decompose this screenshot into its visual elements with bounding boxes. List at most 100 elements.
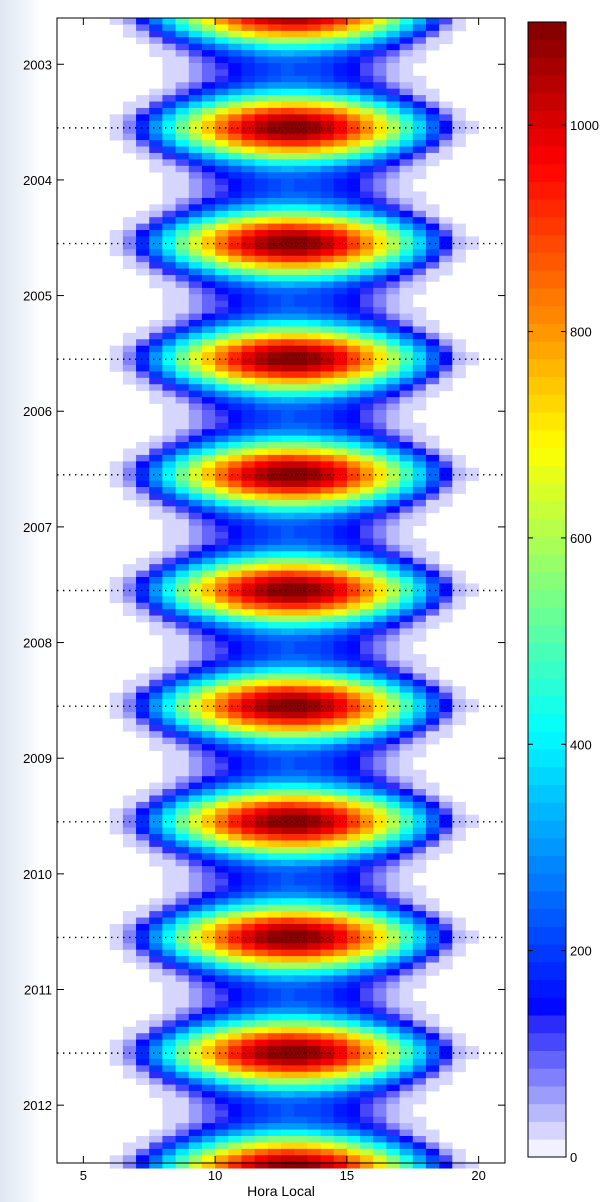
heatmap-cell <box>399 474 414 482</box>
heatmap-cell <box>254 467 269 475</box>
heatmap-cell <box>267 326 282 334</box>
heatmap-cell <box>399 532 414 539</box>
heatmap-cell <box>281 474 295 482</box>
heatmap-cell <box>241 1065 256 1073</box>
heatmap-cell <box>175 133 190 141</box>
heatmap-cell <box>360 1020 374 1028</box>
heatmap-cell <box>162 339 176 347</box>
heatmap-cell <box>136 673 150 681</box>
heatmap-cell <box>386 204 400 212</box>
heatmap-cell <box>412 268 427 276</box>
heatmap-cell <box>386 120 400 128</box>
heatmap-cell <box>175 634 190 642</box>
heatmap-cell <box>307 185 321 192</box>
heatmap-cell <box>294 43 308 51</box>
heatmap-cell <box>399 564 414 571</box>
heatmap-cell <box>201 18 216 25</box>
heatmap-cell <box>228 429 242 437</box>
heatmap-cell <box>425 223 440 231</box>
reference-lines <box>57 127 505 1054</box>
heatmap-cell <box>399 1116 414 1124</box>
heatmap-cell <box>228 499 242 507</box>
heatmap-cell <box>122 956 137 963</box>
heatmap-cell <box>281 300 295 308</box>
heatmap-cell <box>452 936 466 944</box>
heatmap-cell <box>320 795 335 803</box>
heatmap-cell <box>425 352 440 359</box>
heatmap-cell <box>175 319 190 327</box>
heatmap-cell <box>346 242 361 250</box>
heatmap-cell <box>162 191 176 199</box>
heatmap-cell <box>188 1046 203 1053</box>
heatmap-cell <box>373 718 387 726</box>
heatmap-cell <box>373 487 387 494</box>
heatmap-cell <box>307 866 321 873</box>
heatmap-cell <box>162 178 176 186</box>
heatmap-cell <box>267 1078 282 1086</box>
heatmap-cell <box>320 287 335 295</box>
heatmap-cell <box>439 834 453 841</box>
heatmap-cell <box>254 345 269 353</box>
heatmap-cell <box>149 846 163 854</box>
heatmap-cell <box>373 564 387 571</box>
heatmap-cell <box>386 474 400 482</box>
heatmap-cell <box>215 197 229 205</box>
heatmap-cell <box>425 107 440 115</box>
heatmap-cell <box>373 275 387 282</box>
colorbar-band <box>528 802 566 821</box>
heatmap-cell <box>175 403 190 411</box>
heatmap-cell <box>162 146 176 154</box>
heatmap-cell <box>267 204 282 212</box>
heatmap-cell <box>386 853 400 861</box>
heatmap-cell <box>281 968 295 976</box>
heatmap-cell <box>452 808 466 816</box>
heatmap-cell <box>162 718 176 726</box>
heatmap-cell <box>465 583 480 591</box>
heatmap-cell <box>122 917 137 925</box>
heatmap-cell <box>241 390 256 398</box>
heatmap-cell <box>201 358 216 366</box>
heatmap-cell <box>373 397 387 404</box>
heatmap-cell <box>201 808 216 816</box>
heatmap-cell <box>360 737 374 745</box>
heatmap-cell <box>452 127 466 135</box>
heatmap-cell <box>333 480 348 488</box>
heatmap-cell <box>267 319 282 327</box>
heatmap-cell <box>333 300 348 308</box>
heatmap-cell <box>228 1071 242 1079</box>
heatmap-cell <box>215 210 229 218</box>
heatmap-cell <box>333 461 348 469</box>
heatmap-cell <box>294 107 308 115</box>
heatmap-cell <box>346 435 361 443</box>
heatmap-cell <box>373 313 387 321</box>
heatmap-cell <box>188 287 203 295</box>
heatmap-cell <box>162 371 176 379</box>
heatmap-cell <box>346 705 361 713</box>
heatmap-cell <box>399 981 414 989</box>
heatmap-cell <box>281 1129 295 1137</box>
heatmap-cell <box>162 435 176 443</box>
heatmap-cell <box>333 1091 348 1098</box>
heatmap-cell <box>360 152 374 160</box>
heatmap-cell <box>425 1155 440 1163</box>
heatmap-cell <box>228 230 242 237</box>
heatmap-cell <box>412 1129 427 1137</box>
heatmap-cell <box>215 943 229 951</box>
heatmap-cell <box>294 904 308 912</box>
heatmap-cell <box>175 641 190 649</box>
heatmap-cell <box>333 564 348 571</box>
heatmap-cell <box>136 364 150 372</box>
heatmap-cell <box>373 159 387 167</box>
heatmap-cell <box>307 795 321 803</box>
heatmap-cell <box>412 930 427 938</box>
heatmap-cell <box>281 1091 295 1098</box>
heatmap-cell <box>215 621 229 629</box>
heatmap-cell <box>267 1026 282 1034</box>
heatmap-cell <box>136 133 150 141</box>
heatmap-cell <box>399 230 414 237</box>
heatmap-cell <box>215 859 229 867</box>
heatmap-cell <box>412 866 427 873</box>
heatmap-cell <box>215 711 229 719</box>
heatmap-cell <box>254 885 269 893</box>
heatmap-cell <box>373 1033 387 1041</box>
